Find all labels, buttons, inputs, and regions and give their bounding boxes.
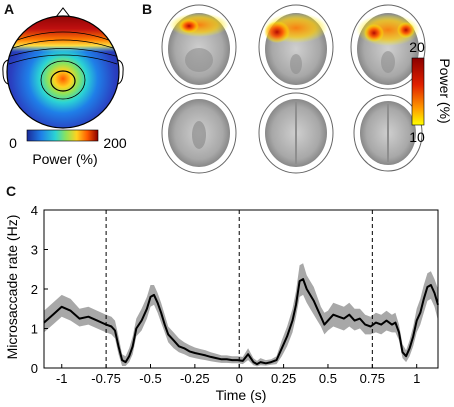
y-tick-label: 2	[31, 282, 38, 297]
brain-colorbar-label: Power (%)	[437, 58, 453, 123]
brain-slice-bottom-middle	[258, 92, 334, 174]
brain-slice-top-middle	[258, 4, 334, 90]
plot-frame	[43, 209, 439, 369]
panel-b-letter: B	[142, 1, 153, 17]
topo-colorbar-label: Power (%)	[32, 151, 97, 167]
mean-rate-line	[43, 278, 439, 366]
head-outline	[6, 15, 120, 129]
topo-colorbar-max: 200	[103, 135, 127, 151]
microsaccade-rate-chart: -1 -0.75 -0.5 -0.25 0 0.25 0.5 0.75 1 0 1 2 3 4 Time …	[4, 203, 439, 403]
x-tick-label: -1	[56, 371, 68, 386]
panel-b-brain-slices: 20 10 Power (%)	[161, 4, 453, 174]
y-axis-label: Microsaccade rate (Hz)	[4, 215, 20, 360]
panel-c-letter: C	[6, 183, 17, 199]
x-tick-label: -0.25	[180, 371, 210, 386]
topo-colorbar-min: 0	[9, 135, 17, 151]
right-ear	[117, 59, 124, 85]
confidence-band	[44, 263, 438, 367]
x-tick-label: 0.25	[271, 371, 296, 386]
y-tick-label: 0	[31, 361, 38, 376]
panel-a-letter: A	[4, 1, 15, 17]
panel-a-topomap: 0 200 Power (%)	[2, 7, 127, 167]
topo-colorbar	[26, 129, 99, 142]
x-tick-label: -0.5	[139, 371, 161, 386]
x-tick-label: 0	[236, 371, 243, 386]
brain-slice-bottom-right	[353, 94, 423, 172]
brain-colorbar-bottom: 10	[409, 129, 425, 145]
y-tick-label: 3	[31, 243, 38, 258]
x-tick-label: 0.75	[360, 371, 385, 386]
brain-slice-top-left	[161, 4, 237, 90]
brain-colorbar	[411, 57, 425, 126]
brain-slice-bottom-left	[161, 92, 237, 174]
x-tick-label: -0.75	[91, 371, 121, 386]
x-tick-label: 0.5	[319, 371, 337, 386]
x-tick-label: 1	[413, 371, 420, 386]
brain-slice-top-right	[350, 4, 426, 90]
x-axis-label: Time (s)	[216, 387, 267, 403]
y-tick-label: 4	[31, 203, 38, 218]
brain-colorbar-top: 20	[409, 39, 425, 55]
left-ear	[2, 59, 9, 85]
y-tick-label: 1	[31, 322, 38, 337]
